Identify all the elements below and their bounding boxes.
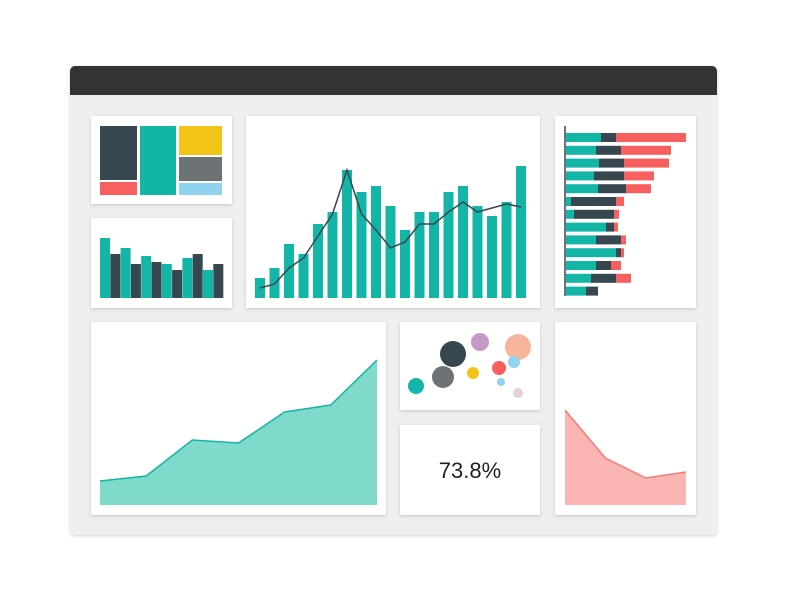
- bar: [487, 216, 497, 298]
- tile: [179, 183, 222, 195]
- bar-segment: [611, 261, 621, 270]
- bar: [203, 270, 213, 298]
- bubble: [408, 378, 424, 394]
- bar: [284, 244, 294, 298]
- bar-segment: [596, 235, 621, 245]
- treemap: [100, 126, 222, 195]
- bar-segment: [616, 273, 631, 283]
- bar: [443, 192, 454, 298]
- bubbles: [408, 333, 531, 398]
- bar: [100, 238, 110, 298]
- bar: [327, 212, 338, 298]
- bar-segment: [624, 171, 654, 181]
- bar-segment: [626, 184, 651, 194]
- bar-segment: [621, 145, 671, 155]
- bar: [429, 212, 439, 298]
- trend-line: [259, 167, 522, 289]
- bar: [172, 270, 183, 298]
- bar-segment: [566, 197, 571, 206]
- bar-segment: [624, 158, 669, 168]
- bar-segment: [571, 197, 616, 206]
- bar-segment: [566, 145, 596, 155]
- bar: [298, 254, 309, 298]
- area-line: [99, 359, 378, 482]
- bubble: [492, 361, 506, 375]
- bar: [120, 248, 131, 298]
- bar: [414, 212, 425, 298]
- bar-segment: [591, 273, 616, 283]
- bubble: [497, 378, 505, 386]
- bar: [516, 166, 526, 298]
- bar: [182, 258, 193, 298]
- bar-segment: [566, 158, 599, 168]
- bar: [458, 186, 468, 298]
- kpi-value: 73.8%: [439, 458, 501, 483]
- bar: [356, 192, 367, 298]
- bar-segment: [566, 261, 596, 270]
- bar-segment: [566, 222, 606, 232]
- bar-segment: [598, 184, 626, 194]
- bar: [192, 254, 203, 298]
- bar-segment: [599, 158, 624, 168]
- bar: [110, 254, 121, 298]
- bar: [371, 186, 381, 298]
- bar-segment: [614, 209, 619, 219]
- bar-segment: [566, 235, 596, 245]
- bubble: [513, 388, 523, 398]
- bar-segment: [566, 171, 594, 181]
- area-line: [564, 409, 687, 479]
- bar: [501, 202, 512, 298]
- bar-segment: [606, 222, 614, 232]
- tile: [100, 126, 137, 180]
- tile: [100, 182, 137, 195]
- bar: [472, 206, 483, 298]
- bar-segment: [596, 145, 621, 155]
- bar-segment: [601, 133, 616, 142]
- bubble: [471, 333, 489, 351]
- bar-segment: [616, 133, 686, 142]
- bar-segment: [594, 171, 624, 181]
- bar-segment: [566, 184, 598, 194]
- bubble: [505, 334, 531, 360]
- tile: [179, 126, 222, 155]
- title-bar: [70, 66, 717, 95]
- bar-segment: [574, 209, 614, 219]
- bar-segment: [596, 261, 611, 270]
- bar: [213, 264, 224, 298]
- bar-segment: [616, 197, 624, 206]
- bar: [342, 170, 352, 298]
- bar-segment: [586, 286, 598, 296]
- bar-segment: [566, 286, 586, 296]
- bubble: [508, 356, 520, 368]
- bar-segment: [566, 273, 591, 283]
- bar-segment: [566, 133, 601, 142]
- bar: [151, 262, 162, 298]
- bar-segment: [566, 248, 616, 258]
- bar-segment: [621, 248, 624, 258]
- bar: [313, 224, 323, 298]
- bar-segment: [616, 248, 621, 258]
- bar-segment: [566, 209, 574, 219]
- bar: [130, 264, 141, 298]
- panel: [400, 425, 540, 515]
- bar: [161, 264, 172, 298]
- bubble: [440, 341, 466, 367]
- bar: [141, 256, 152, 298]
- bar-segment: [621, 235, 626, 245]
- bar-segment: [614, 222, 618, 232]
- bubble: [432, 366, 454, 388]
- bar: [385, 206, 396, 298]
- tile: [179, 157, 222, 181]
- bar: [400, 230, 410, 298]
- tile: [140, 126, 176, 195]
- bubble: [467, 367, 479, 379]
- area: [565, 410, 686, 505]
- area: [100, 360, 377, 505]
